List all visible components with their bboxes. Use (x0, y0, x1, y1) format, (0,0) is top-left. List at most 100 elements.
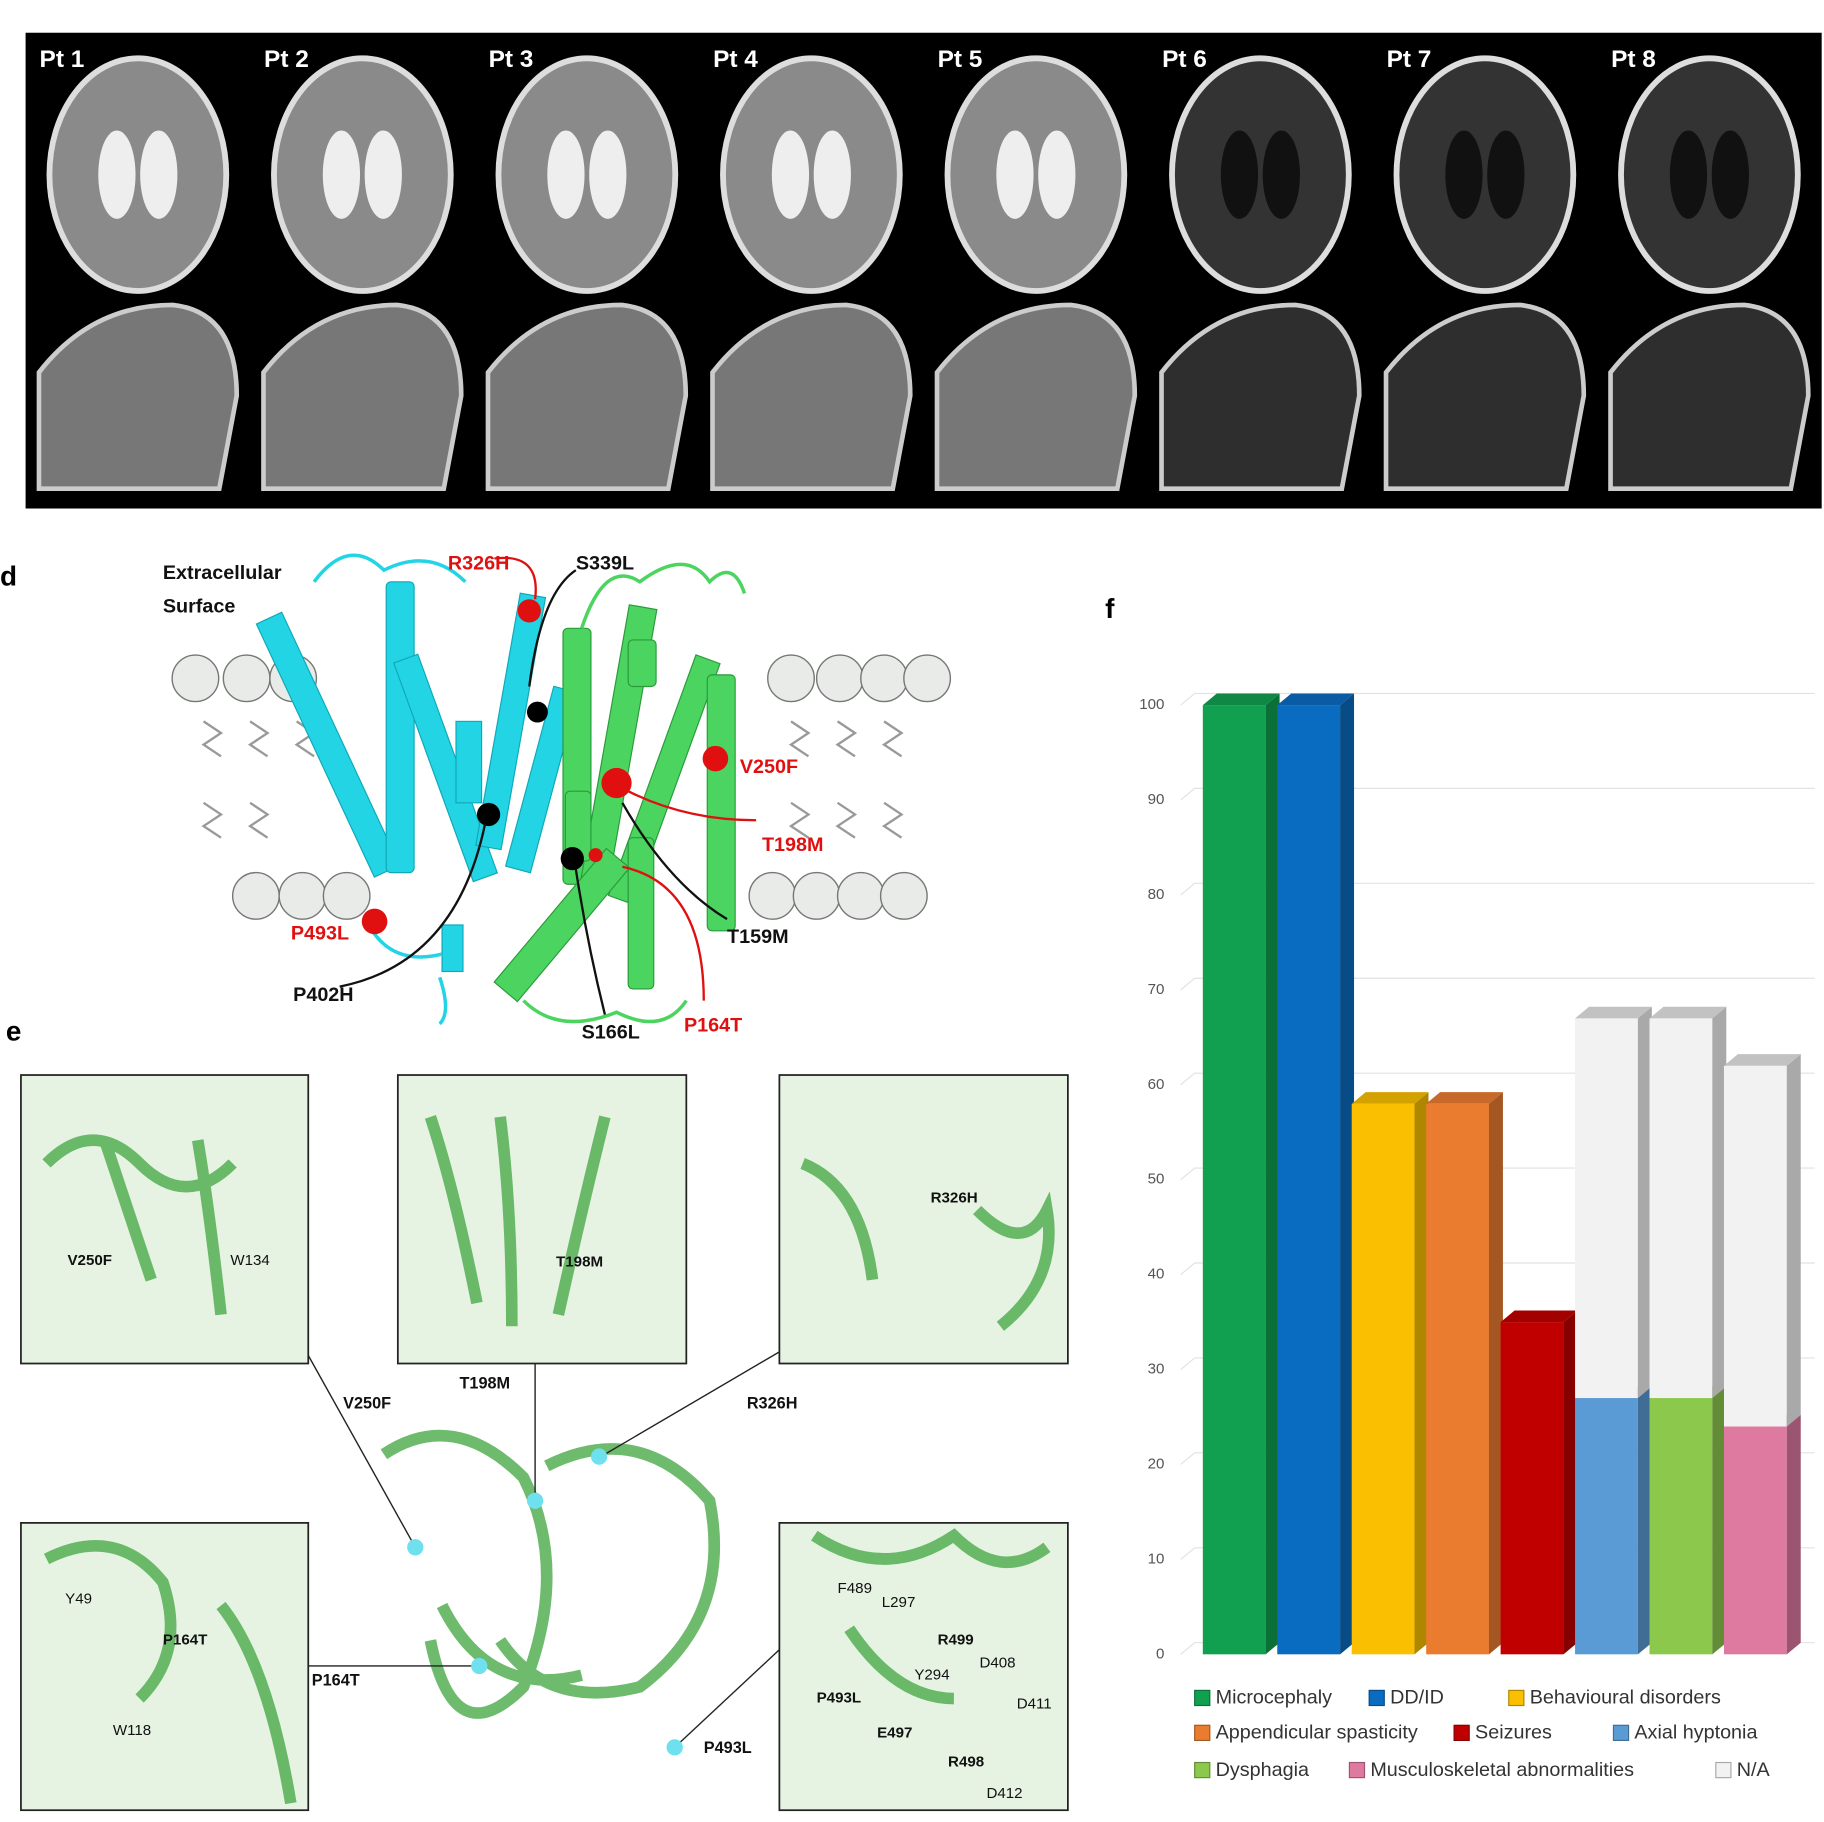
inset-label: W118 (113, 1722, 151, 1739)
callout-label: R326H (747, 1395, 798, 1413)
inset-label: R499 (938, 1631, 974, 1648)
bar-top (1723, 1054, 1801, 1066)
y-tick-label: 30 (1148, 1361, 1165, 1378)
mri-axial (495, 55, 679, 294)
mutation-label: T159M (727, 926, 789, 948)
legend-label: Seizures (1475, 1722, 1552, 1744)
mutation-sites (361, 599, 729, 935)
inset-label: W134 (230, 1252, 269, 1269)
mri-sagittal (261, 302, 464, 492)
membrane (171, 654, 952, 920)
legend-swatch (1348, 1761, 1366, 1779)
y-tick-label: 100 (1139, 696, 1164, 713)
bar-top (1351, 1092, 1429, 1104)
bar-side (1712, 1386, 1727, 1655)
bar-side (1488, 1092, 1503, 1655)
bar-side (1340, 693, 1355, 1655)
protein-green (493, 562, 747, 1024)
callout-label: P164T (312, 1671, 360, 1689)
mri-axial (1618, 55, 1801, 294)
callout-label: P493L (704, 1739, 752, 1757)
grid-line (1180, 977, 1815, 991)
y-tick-label: 70 (1148, 981, 1165, 998)
patient-label: Pt 8 (1611, 46, 1656, 73)
patient-label: Pt 3 (489, 46, 534, 73)
inset-label: L297 (882, 1594, 916, 1611)
mutation-label: P402H (293, 984, 353, 1006)
bar-top (1202, 693, 1280, 706)
legend-swatch (1194, 1761, 1211, 1779)
surface-label: Surface (163, 596, 236, 618)
bar (1202, 705, 1266, 1655)
legend-label: Dysphagia (1216, 1759, 1309, 1781)
ventricle (1487, 130, 1525, 219)
mri-sagittal (710, 302, 913, 492)
legend-swatch (1715, 1761, 1732, 1779)
mutation-label: T198M (762, 834, 824, 856)
mutation-label: S166L (582, 1021, 640, 1043)
bar-top (1277, 693, 1355, 706)
callout-label: V250F (343, 1395, 391, 1413)
patient-label: Pt 7 (1387, 46, 1432, 73)
y-tick-label: 10 (1148, 1550, 1165, 1567)
bar-side (1786, 1054, 1801, 1427)
inset-label: V250F (67, 1252, 112, 1269)
bar (1649, 1018, 1713, 1399)
legend-label: Appendicular spasticity (1216, 1722, 1418, 1744)
patient-label: Pt 1 (40, 46, 85, 73)
ventricle (140, 130, 178, 219)
ventricle (771, 130, 810, 219)
legend-swatch (1508, 1689, 1525, 1707)
y-tick-label: 90 (1148, 791, 1165, 808)
ventricle (1262, 130, 1300, 219)
surface-label: Extracellular (163, 562, 282, 584)
helices (42, 1115, 1055, 1805)
inset-label: D412 (986, 1785, 1022, 1802)
mri-sagittal (36, 302, 240, 492)
ventricle (589, 130, 627, 219)
patient-label: Pt 2 (264, 46, 309, 73)
y-tick-label: 50 (1148, 1171, 1165, 1188)
ventricle (547, 130, 585, 219)
ventricle (1038, 130, 1076, 219)
patient-label: Pt 4 (713, 46, 758, 73)
mri-sagittal (934, 302, 1138, 492)
bar-side (1637, 1386, 1652, 1655)
arrows (339, 556, 757, 1015)
inset-label: D411 (1017, 1695, 1052, 1712)
mri-axial (1393, 55, 1577, 294)
ventricle (1711, 130, 1749, 219)
bar-side (1637, 1006, 1652, 1399)
bar-side (1414, 1092, 1429, 1655)
mutation-label: P164T (684, 1014, 742, 1036)
mri-images: Pt 1 Pt 2 Pt 3 Pt 4 Pt 5 Pt 6 Pt 7 Pt 8 (36, 46, 1811, 492)
y-tick-label: 80 (1148, 886, 1165, 903)
mri-axial (46, 55, 230, 294)
inset-label: T198M (556, 1253, 603, 1270)
ventricle (322, 130, 361, 219)
bar-top (1500, 1310, 1578, 1323)
ventricle (1669, 130, 1708, 219)
mutation-label: V250F (740, 756, 798, 778)
bar-side (1786, 1414, 1801, 1655)
legend-swatch (1453, 1724, 1470, 1741)
inset-label: R498 (948, 1754, 984, 1771)
mri-sagittal (1159, 302, 1362, 492)
mri-axial (944, 55, 1128, 294)
mri-axial (720, 55, 903, 294)
ventricle (364, 130, 402, 219)
legend-label: DD/ID (1390, 1687, 1444, 1709)
y-tick-label: 60 (1148, 1076, 1165, 1093)
ventricle (1220, 130, 1259, 219)
mri-axial (1169, 55, 1352, 294)
panel-label: f (1105, 593, 1115, 624)
bar-side (1563, 1310, 1578, 1655)
legend-swatch (1612, 1724, 1630, 1741)
inset-boxes (20, 1074, 1069, 1812)
inset-label: P493L (817, 1690, 862, 1707)
mutation-label: S339L (576, 553, 634, 575)
chart: 0 10 20 30 40 50 60 70 80 90 100 Microcephaly DD/ID B… (1139, 692, 1815, 1781)
mri-sagittal (485, 302, 689, 492)
inset-label: R326H (931, 1189, 978, 1206)
